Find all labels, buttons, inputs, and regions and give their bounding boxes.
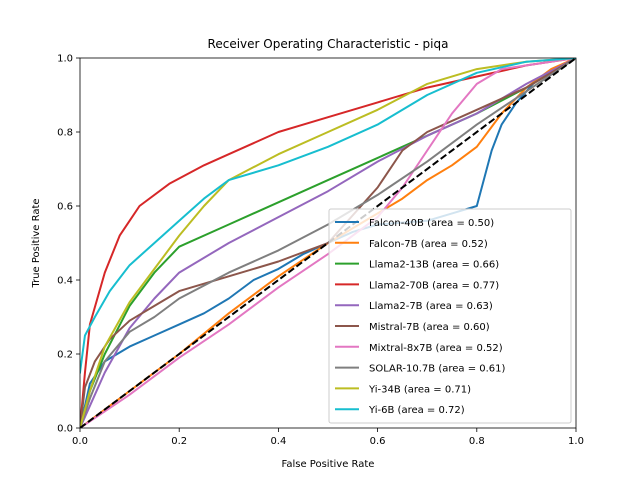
legend-entry-label: Llama2-70B (area = 0.77) [369,280,499,291]
legend-entry-label: Yi-34B (area = 0.71) [368,384,471,395]
legend-entry-label: Mistral-7B (area = 0.60) [369,322,490,333]
legend-entry-label: Llama2-13B (area = 0.66) [369,260,499,271]
series-line-7 [80,58,576,428]
x-axis: 0.0 0.2 0.4 0.6 0.8 1.0 [72,428,584,447]
legend-entry-label: Mixtral-8x7B (area = 0.52) [369,343,503,354]
x-tick-label: 0.0 [72,436,88,447]
legend-entry-label: Falcon-7B (area = 0.52) [369,239,488,250]
legend: Falcon-40B (area = 0.50) Falcon-7B (area … [328,208,572,424]
y-tick-label: 0.6 [57,202,73,213]
legend-entry-label: Yi-6B (area = 0.72) [368,405,465,416]
y-tick-label: 0.8 [57,128,73,139]
series-group [80,58,576,428]
series-line-3 [80,58,576,428]
x-tick-label: 0.4 [270,436,286,447]
x-axis-label: False Positive Rate [282,459,375,470]
x-tick-label: 0.8 [469,436,485,447]
y-tick-label: 0.4 [57,276,73,287]
legend-box [328,208,572,424]
series-line-2 [80,58,576,428]
legend-entry-label: Llama2-7B (area = 0.63) [369,301,493,312]
plot-area [79,57,577,429]
legend-entry-label: Falcon-40B (area = 0.50) [369,218,494,229]
y-axis: 0.0 0.2 0.4 0.6 0.8 1.0 [57,54,80,435]
y-tick-label: 1.0 [57,54,73,65]
legend-entry-label: SOLAR-10.7B (area = 0.61) [369,364,506,375]
y-tick-label: 0.0 [57,424,73,435]
x-tick-label: 1.0 [568,436,584,447]
y-tick-label: 0.2 [57,350,73,361]
x-tick-label: 0.6 [370,436,386,447]
chart-title: Receiver Operating Characteristic - piqa [208,37,449,51]
x-tick-label: 0.2 [171,436,187,447]
plot-frame [79,57,577,429]
series-line-5 [80,58,576,428]
series-line-9 [80,58,576,374]
y-axis-label: True Positive Rate [31,198,42,288]
series-line-4 [80,58,576,428]
diagonal-reference-line [80,58,576,428]
